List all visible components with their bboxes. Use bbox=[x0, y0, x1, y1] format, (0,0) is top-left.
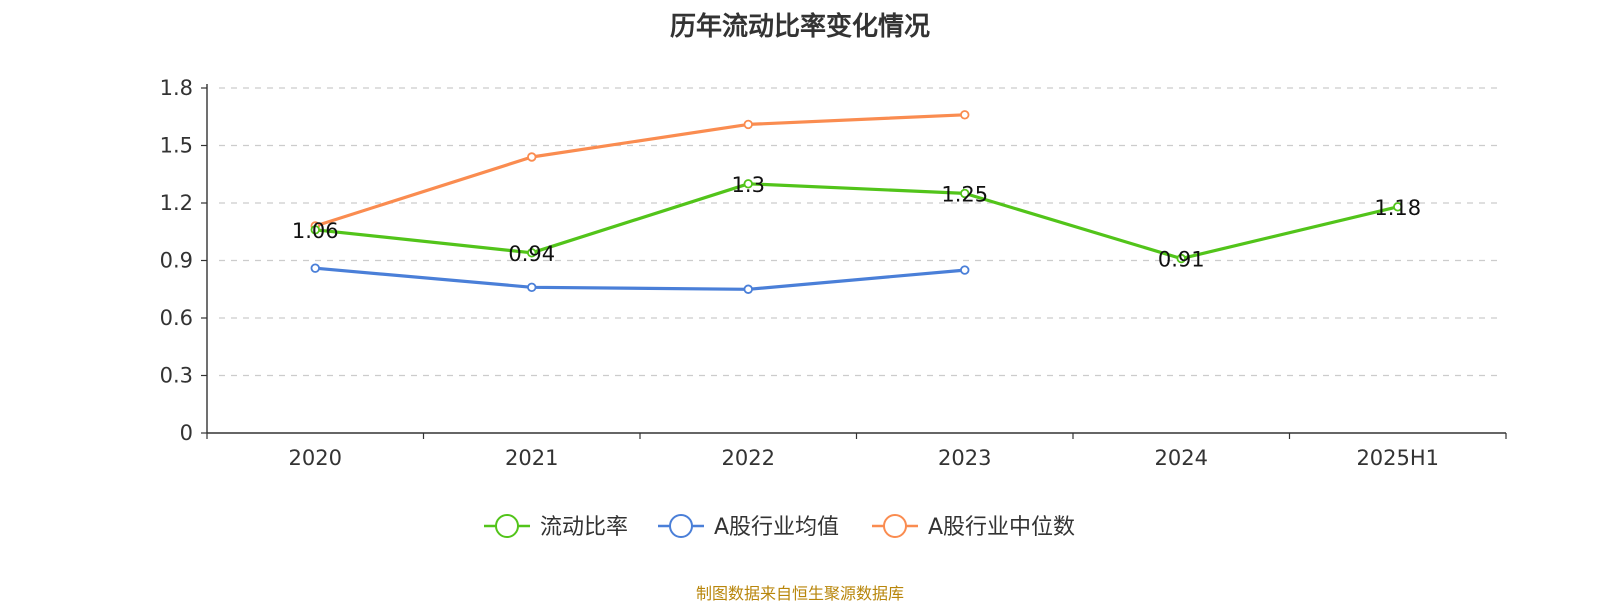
legend-swatch-circle bbox=[669, 514, 693, 538]
y-tick-label: 1.5 bbox=[160, 134, 193, 158]
data-point[interactable] bbox=[310, 225, 320, 235]
series-line bbox=[313, 182, 1400, 261]
data-label: 1.18 bbox=[1374, 196, 1421, 220]
y-tick-label: 1.2 bbox=[160, 191, 193, 215]
data-point[interactable] bbox=[743, 119, 753, 130]
data-point[interactable] bbox=[527, 282, 537, 293]
data-point[interactable] bbox=[310, 263, 320, 273]
series-line bbox=[313, 266, 967, 291]
data-point[interactable] bbox=[960, 110, 970, 120]
data-point[interactable] bbox=[743, 179, 753, 189]
y-tick-label: 0.9 bbox=[160, 249, 193, 273]
data-point[interactable] bbox=[527, 152, 537, 162]
chart-title: 历年流动比率变化情况 bbox=[669, 12, 930, 42]
data-label: 1.06 bbox=[292, 219, 339, 243]
data-point[interactable] bbox=[743, 284, 753, 294]
data-label: 0.91 bbox=[1158, 248, 1205, 272]
data-point[interactable] bbox=[1393, 202, 1403, 212]
axis-layer: 0 0.3 0.6 0.9 1.2 1.5 1.8 2020 2021 2022 2023 2024 2… bbox=[160, 76, 1507, 470]
y-tick-label: 1.8 bbox=[160, 76, 193, 100]
legend-item[interactable]: A股行业中位数 bbox=[872, 514, 1075, 540]
data-label: 1.25 bbox=[941, 182, 988, 206]
legend-swatch-circle bbox=[495, 514, 519, 538]
x-tick-label: 2024 bbox=[1155, 446, 1208, 470]
x-tick-label: 2020 bbox=[289, 446, 342, 470]
data-label-layer: 1.06 0.94 1.3 1.25 0.91 1.18 bbox=[292, 173, 1421, 272]
legend-swatch-circle bbox=[883, 514, 907, 538]
x-tick-label: 2023 bbox=[938, 446, 991, 470]
legend[interactable]: 流动比率 A股行业均值 A股行业中位数 bbox=[484, 514, 1075, 540]
legend-label: 流动比率 bbox=[540, 515, 628, 540]
data-point[interactable] bbox=[960, 188, 970, 199]
data-label: 1.3 bbox=[732, 173, 765, 197]
data-point[interactable] bbox=[527, 248, 537, 258]
legend-label: A股行业中位数 bbox=[928, 515, 1075, 540]
x-tick-label: 2022 bbox=[722, 446, 775, 470]
y-tick-label: 0 bbox=[180, 421, 193, 445]
y-tick-label: 0.3 bbox=[160, 364, 193, 388]
x-tick-label: 2021 bbox=[505, 446, 558, 470]
x-tick-label: 2025H1 bbox=[1356, 446, 1439, 470]
grid-layer bbox=[219, 87, 1500, 377]
data-point[interactable] bbox=[1176, 253, 1186, 264]
legend-label: A股行业均值 bbox=[714, 515, 839, 540]
legend-item[interactable]: A股行业均值 bbox=[658, 514, 839, 540]
data-label: 0.94 bbox=[508, 242, 555, 266]
y-tick-label: 0.6 bbox=[160, 306, 193, 330]
series-line bbox=[313, 113, 967, 228]
data-point[interactable] bbox=[960, 265, 970, 275]
source-note: 制图数据来自恒生聚源数据库 bbox=[695, 584, 904, 603]
legend-item[interactable]: 流动比率 bbox=[484, 514, 628, 540]
series-layer bbox=[310, 110, 1403, 294]
